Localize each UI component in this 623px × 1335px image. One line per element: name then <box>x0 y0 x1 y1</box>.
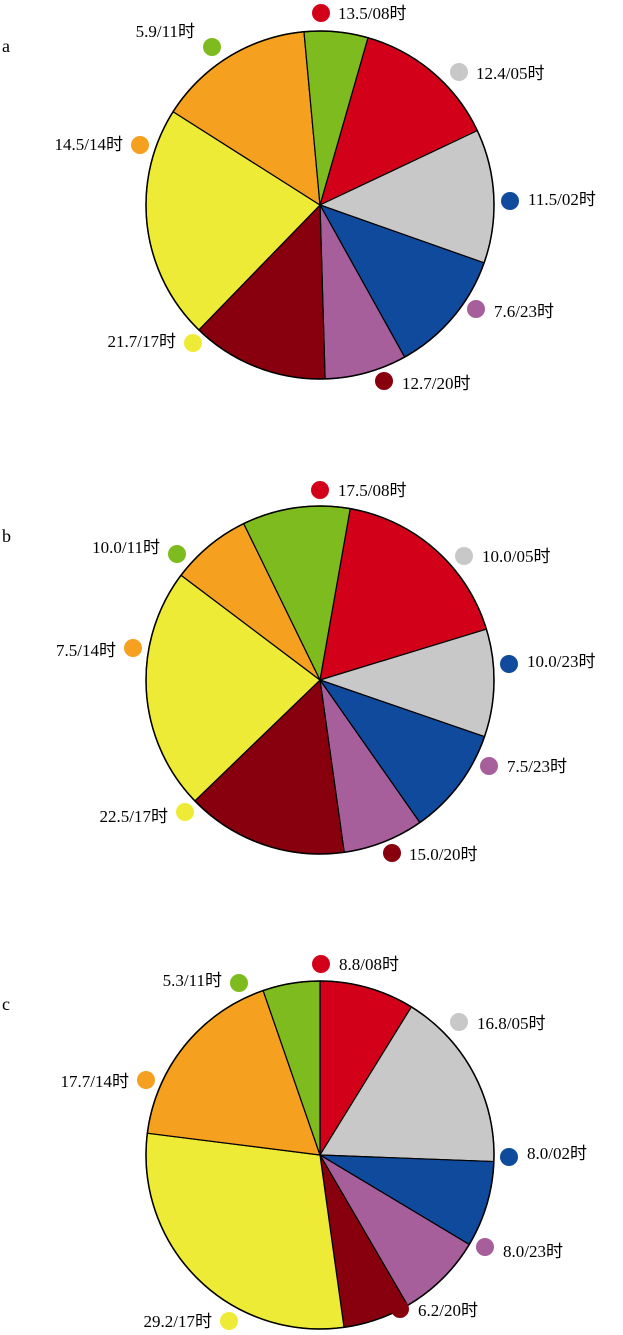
legend-dot <box>184 334 202 352</box>
pie-panel-b: b 17.5/08时 10.0/05时 10.0/23时 7.5/23时 15.0/20… <box>2 481 595 864</box>
panel-letter: b <box>2 526 11 546</box>
slice-label: 10.0/05时 <box>482 547 550 566</box>
legend-dot <box>467 300 485 318</box>
legend-dot <box>450 63 468 81</box>
legend-dot <box>450 1013 468 1031</box>
legend-dot <box>480 757 498 775</box>
legend-dot <box>383 844 401 862</box>
slice-label: 17.7/14时 <box>61 1072 129 1091</box>
legend-dot <box>176 803 194 821</box>
slice-label: 7.5/23时 <box>507 757 567 776</box>
legend-dot <box>501 192 519 210</box>
slice-label: 7.5/14时 <box>56 641 116 660</box>
slice-label: 15.0/20时 <box>409 845 477 864</box>
slice-label: 8.8/08时 <box>339 955 399 974</box>
legend-dot <box>124 639 142 657</box>
legend-dot <box>312 4 330 22</box>
panel-letter: c <box>2 994 10 1014</box>
pie-outline <box>145 980 495 1330</box>
legend-dot <box>311 481 329 499</box>
slice-label: 10.0/23时 <box>527 652 595 671</box>
legend-dot <box>391 1300 409 1318</box>
slice-label: 17.5/08时 <box>338 481 406 500</box>
legend-dot <box>476 1238 494 1256</box>
legend-dot <box>312 955 330 973</box>
legend-dot <box>168 545 186 563</box>
slice-label: 12.4/05时 <box>476 64 544 83</box>
legend-dot <box>375 372 393 390</box>
slice-label: 6.2/20时 <box>418 1301 478 1320</box>
slice-label: 8.0/23时 <box>503 1242 563 1261</box>
slice-label: 14.5/14时 <box>55 135 123 154</box>
slice-label: 21.7/17时 <box>108 332 176 351</box>
slice-label: 16.8/05时 <box>477 1014 545 1033</box>
pie-panel-c: c 8.8/08时 16.8/05时 8.0/02时 8.0/23时 6.2/20时 29… <box>2 955 587 1331</box>
pie-outline <box>145 30 495 380</box>
slice-label: 5.3/11时 <box>163 971 222 990</box>
slice-label: 12.7/20时 <box>402 374 470 393</box>
slice-label: 22.5/17时 <box>100 807 168 826</box>
slice-label: 13.5/08时 <box>338 4 406 23</box>
pie-slice <box>145 1132 345 1330</box>
slice-label: 11.5/02时 <box>528 190 596 209</box>
legend-dot <box>455 547 473 565</box>
legend-dot <box>137 1071 155 1089</box>
legend-dot <box>230 974 248 992</box>
panel-letter: a <box>2 36 10 56</box>
slice-label: 8.0/02时 <box>527 1144 587 1163</box>
slice-label: 10.0/11时 <box>92 538 160 557</box>
legend-dot <box>131 136 149 154</box>
legend-dot <box>220 1312 238 1330</box>
legend-dot <box>203 38 221 56</box>
slice-label: 7.6/23时 <box>494 302 554 321</box>
slice-label: 5.9/11时 <box>136 22 195 41</box>
slice-label: 29.2/17时 <box>144 1312 212 1331</box>
pie-outline <box>145 505 495 855</box>
pie-panel-a: a 13.5/08时 12.4/05时 11.5/02时 7.6/23时 12.7/20… <box>2 4 596 393</box>
legend-dot <box>500 1148 518 1166</box>
legend-dot <box>500 655 518 673</box>
